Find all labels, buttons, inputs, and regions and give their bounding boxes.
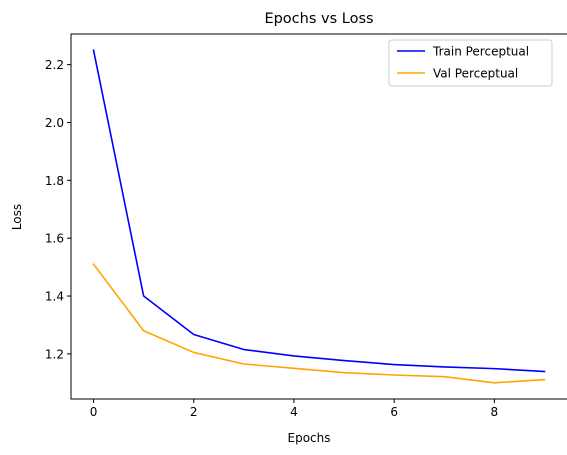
series-layer [92, 49, 546, 384]
y-tick-label: 1.8 [45, 174, 64, 188]
x-tick-label: 4 [290, 405, 298, 419]
x-tick-label: 8 [491, 405, 499, 419]
legend-entry: Val Perceptual [433, 67, 518, 81]
plot-frame [70, 33, 567, 400]
y-tick-label: 2.0 [45, 116, 64, 130]
y-axis-label: Loss [10, 204, 24, 230]
legend-frame [388, 39, 553, 87]
legend-entry: Train Perceptual [432, 45, 529, 59]
y-axis: 1.2 1.4 1.6 1.8 2.0 2.2 [45, 58, 71, 361]
series-line-1 [92, 263, 546, 384]
x-tick-label: 2 [190, 405, 198, 419]
y-tick-label: 1.4 [45, 290, 64, 304]
x-axis-label: Epochs [288, 431, 331, 445]
chart-title: Epochs vs Loss [264, 11, 373, 27]
x-tick-label: 6 [390, 405, 398, 419]
y-tick-label: 2.2 [45, 58, 64, 72]
y-tick-label: 1.2 [45, 347, 64, 361]
legend: Train Perceptual Val Perceptual [388, 39, 553, 87]
series-line-0 [92, 49, 546, 373]
plot-area [70, 33, 567, 400]
y-tick-label: 1.6 [45, 232, 64, 246]
x-tick-label: 0 [90, 405, 98, 419]
x-axis: 0 2 4 6 8 [90, 399, 498, 419]
